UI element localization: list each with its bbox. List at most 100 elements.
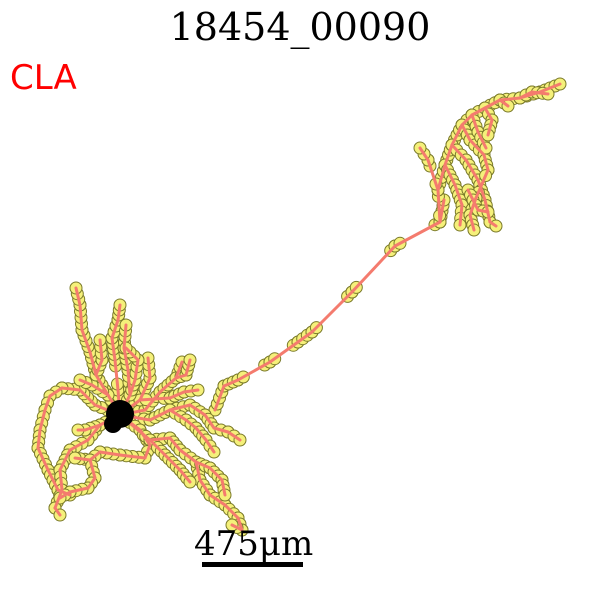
neurite-segment-10	[436, 163, 447, 192]
neurite-segment-6	[350, 244, 397, 294]
neurite-segment-13	[460, 113, 474, 127]
neurite-segment-109	[178, 468, 192, 484]
neurite-segment-115	[168, 390, 186, 400]
scale-bar-label: 475μm	[194, 524, 314, 564]
neurite-segment-68	[113, 358, 120, 392]
neurite-segment-16	[498, 96, 522, 102]
neurite-segment-3	[268, 340, 300, 364]
neurite-segment-45	[78, 388, 97, 407]
neurite-segment-118	[86, 476, 97, 490]
neurite-segment-4	[296, 330, 314, 344]
neurite-segment-128	[133, 358, 140, 382]
neurite-segment-75	[122, 323, 128, 350]
neurite-segment-87	[203, 413, 216, 430]
neurite-segment-22	[453, 183, 464, 207]
neurite-segment-23	[458, 203, 464, 227]
neurite-segment-132	[194, 460, 212, 470]
neurite-segment-101	[194, 460, 202, 482]
neurite-segment-32	[474, 168, 490, 200]
figure-title: 18454_00090	[169, 5, 431, 49]
neurite-segment-120	[58, 490, 72, 500]
neurite-segment-52	[46, 468, 60, 492]
neurite-segment-124	[78, 378, 94, 387]
neurite-segment-15	[483, 98, 502, 110]
neurite-segment-2	[236, 360, 272, 382]
neurite-segment-0	[213, 384, 226, 412]
neurite-segment-40	[518, 90, 534, 100]
neurite-segment-98	[148, 436, 172, 442]
neurite-segment-69	[110, 336, 117, 362]
neurite-segment-133	[208, 466, 224, 482]
neurite-segment-85	[168, 403, 192, 412]
neurite-segment-112	[194, 426, 208, 442]
neurite-segment-30	[468, 138, 486, 157]
neurite-segment-125	[94, 358, 104, 377]
neurite-segment-78	[146, 356, 152, 380]
neurite-segment-129	[124, 346, 140, 362]
neurite-segment-116	[182, 388, 200, 394]
neurite-segment-126	[98, 338, 104, 362]
neurite-segment-130	[174, 373, 188, 380]
neurite-segment-70	[110, 318, 120, 340]
neurite-segment-66	[74, 286, 82, 307]
neurite-segment-104	[223, 503, 240, 520]
neurite-segment-41	[530, 90, 550, 96]
neurite-segment-77	[138, 376, 152, 402]
neurite-segment-108	[163, 453, 182, 472]
neurite-segment-36	[476, 130, 488, 150]
neurite-segment-50	[36, 428, 42, 450]
neurite-segment-95	[88, 450, 102, 462]
neurite-segment-131	[184, 358, 192, 377]
neurite-segment-11	[443, 143, 454, 167]
neurite-segment-19	[426, 158, 440, 192]
neurite-segment-119	[68, 486, 90, 494]
neurite-segment-59	[53, 488, 64, 510]
neurite-segment-26	[476, 178, 487, 202]
neurite-segment-88	[212, 426, 230, 434]
neurite-segment-31	[482, 153, 490, 172]
neurite-segment-111	[184, 418, 198, 430]
neurite-segment-20	[418, 146, 430, 162]
neurite-segment-63	[88, 350, 98, 377]
neurite-segment-100	[178, 448, 198, 464]
neurite-segment-94	[98, 450, 122, 457]
neurite-segment-110	[168, 408, 188, 422]
neurite-segment-51	[36, 446, 50, 472]
neurite-segment-9	[436, 188, 442, 224]
neurite-segment-56	[68, 438, 90, 452]
neurite-segment-21	[443, 163, 457, 187]
neurite-segment-89	[226, 430, 242, 442]
neurite-segment-117	[88, 458, 97, 480]
neurite-segment-39	[498, 98, 510, 108]
neurite-segment-58	[58, 468, 64, 492]
neurite-segment-134	[220, 478, 227, 497]
neurite-segment-74	[122, 346, 130, 372]
neurite-segment-49	[38, 408, 47, 432]
region-label: CLA	[10, 58, 77, 98]
neurite-segment-64	[80, 328, 92, 354]
neurite-segment-38	[486, 118, 494, 137]
neurite-segment-1	[222, 378, 240, 388]
neurite-segment-96	[73, 456, 92, 462]
neurite-segment-24	[450, 143, 468, 162]
neurite-segment-57	[58, 448, 72, 472]
neurite-segment-86	[188, 403, 207, 417]
neurite-segment-55	[86, 423, 102, 442]
neurite-segment-80	[143, 390, 162, 412]
neurite-segment-92	[143, 443, 152, 460]
neurite-segment-48	[43, 394, 52, 412]
soma-lobe	[104, 415, 122, 433]
neurite-segment-47	[48, 386, 64, 398]
neurite-segment-106	[230, 523, 244, 532]
scale-bar	[202, 562, 303, 567]
neurite-segment-62	[94, 373, 110, 397]
neurite-segment-107	[148, 438, 167, 457]
neurite-segment-43	[476, 208, 490, 214]
neurite-segment-103	[208, 493, 227, 507]
neurite-segment-60	[53, 506, 62, 517]
neurite-segment-123	[90, 383, 110, 397]
neurite-segment-5	[310, 290, 354, 334]
neurite-segment-73	[126, 368, 132, 397]
neurite-segment-18	[538, 82, 562, 94]
